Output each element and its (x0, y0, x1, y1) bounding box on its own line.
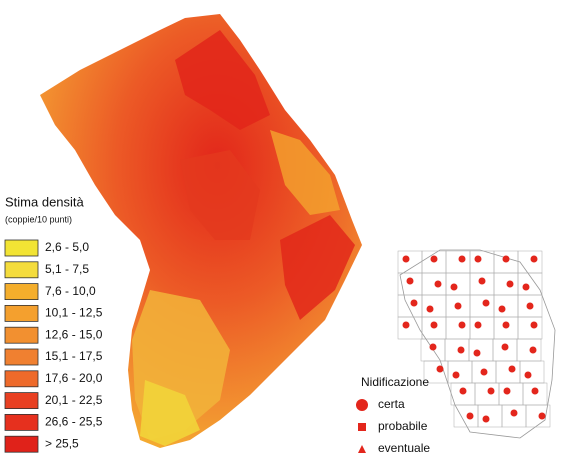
grid-dot (452, 371, 460, 379)
grid-dot (474, 255, 482, 263)
grid-dot (506, 280, 514, 288)
legend-label: 5,1 - 7,5 (45, 262, 89, 276)
legend-swatch (4, 370, 39, 388)
nidificazione-label: certa (378, 397, 405, 411)
legend-swatch (4, 435, 39, 453)
grid-dot (508, 365, 516, 373)
legend-label: 17,6 - 20,0 (45, 371, 103, 385)
grid-dot (458, 255, 466, 263)
grid-dot (459, 387, 467, 395)
grid-dot (480, 368, 488, 376)
legend-label: 26,6 - 25,5 (45, 415, 103, 429)
grid-map (397, 249, 556, 439)
grid-dot (402, 321, 410, 329)
grid-dot (529, 346, 537, 354)
grid-dot (501, 343, 509, 351)
grid-dot (434, 280, 442, 288)
legend-swatch (4, 261, 39, 279)
legend-swatch (4, 413, 39, 431)
grid-cell (525, 404, 551, 428)
grid-dot (436, 365, 444, 373)
grid-dot (510, 409, 518, 417)
grid-dot (478, 277, 486, 285)
grid-dot (530, 321, 538, 329)
grid-dot (538, 412, 546, 420)
peninsula-map (40, 14, 362, 448)
legend-swatch (4, 304, 39, 322)
grid-dot (522, 283, 530, 291)
nidificazione-title: Nidificazione (361, 375, 429, 389)
legend-title: Stima densità (5, 194, 85, 209)
grid-dot (406, 277, 414, 285)
legend-swatch (4, 392, 39, 410)
legend-label: > 25,5 (45, 436, 79, 450)
grid-dot (526, 302, 534, 310)
grid-dot (503, 387, 511, 395)
grid-dot (429, 343, 437, 351)
grid-dot (402, 255, 410, 263)
grid-dot (430, 255, 438, 263)
legend-label: 7,6 - 10,0 (45, 284, 96, 298)
grid-dot (430, 321, 438, 329)
grid-dot (410, 299, 418, 307)
grid-dot (473, 349, 481, 357)
grid-dot (502, 255, 510, 263)
grid-dot (530, 255, 538, 263)
grid-dot (482, 299, 490, 307)
grid-dot (466, 412, 474, 420)
legend-swatch (4, 283, 39, 301)
symbol-triangle (358, 445, 366, 453)
grid-dot (454, 302, 462, 310)
grid-dot (498, 305, 506, 313)
grid-dot (457, 346, 465, 354)
grid-dot (487, 387, 495, 395)
legend-label: 10,1 - 12,5 (45, 306, 103, 320)
legend: 2,6 - 5,0 5,1 - 7,5 7,6 - 10,0 10,1 - 12,5 1… (4, 239, 103, 453)
legend-label: 12,6 - 15,0 (45, 327, 103, 341)
legend-swatch (4, 326, 39, 344)
grid-dot (502, 321, 510, 329)
legend-label: 15,1 - 17,5 (45, 349, 103, 363)
nidificazione-label: eventuale (378, 441, 430, 455)
legend-label: 2,6 - 5,0 (45, 240, 89, 254)
nidificazione-label: probabile (378, 419, 428, 433)
grid-dot (474, 321, 482, 329)
grid-dot (482, 415, 490, 423)
symbol-square (358, 423, 366, 431)
legend-swatch (4, 348, 39, 366)
legend-swatch (4, 239, 39, 257)
nidificazione-legend: certa probabile eventuale (356, 397, 430, 455)
grid-dot (531, 387, 539, 395)
grid-dot (426, 305, 434, 313)
symbol-circle (356, 399, 368, 411)
grid-dot (524, 371, 532, 379)
legend-subtitle: (coppie/10 punti) (5, 214, 72, 224)
grid-dot (450, 283, 458, 291)
legend-label: 20,1 - 22,5 (45, 393, 103, 407)
grid-dot (458, 321, 466, 329)
